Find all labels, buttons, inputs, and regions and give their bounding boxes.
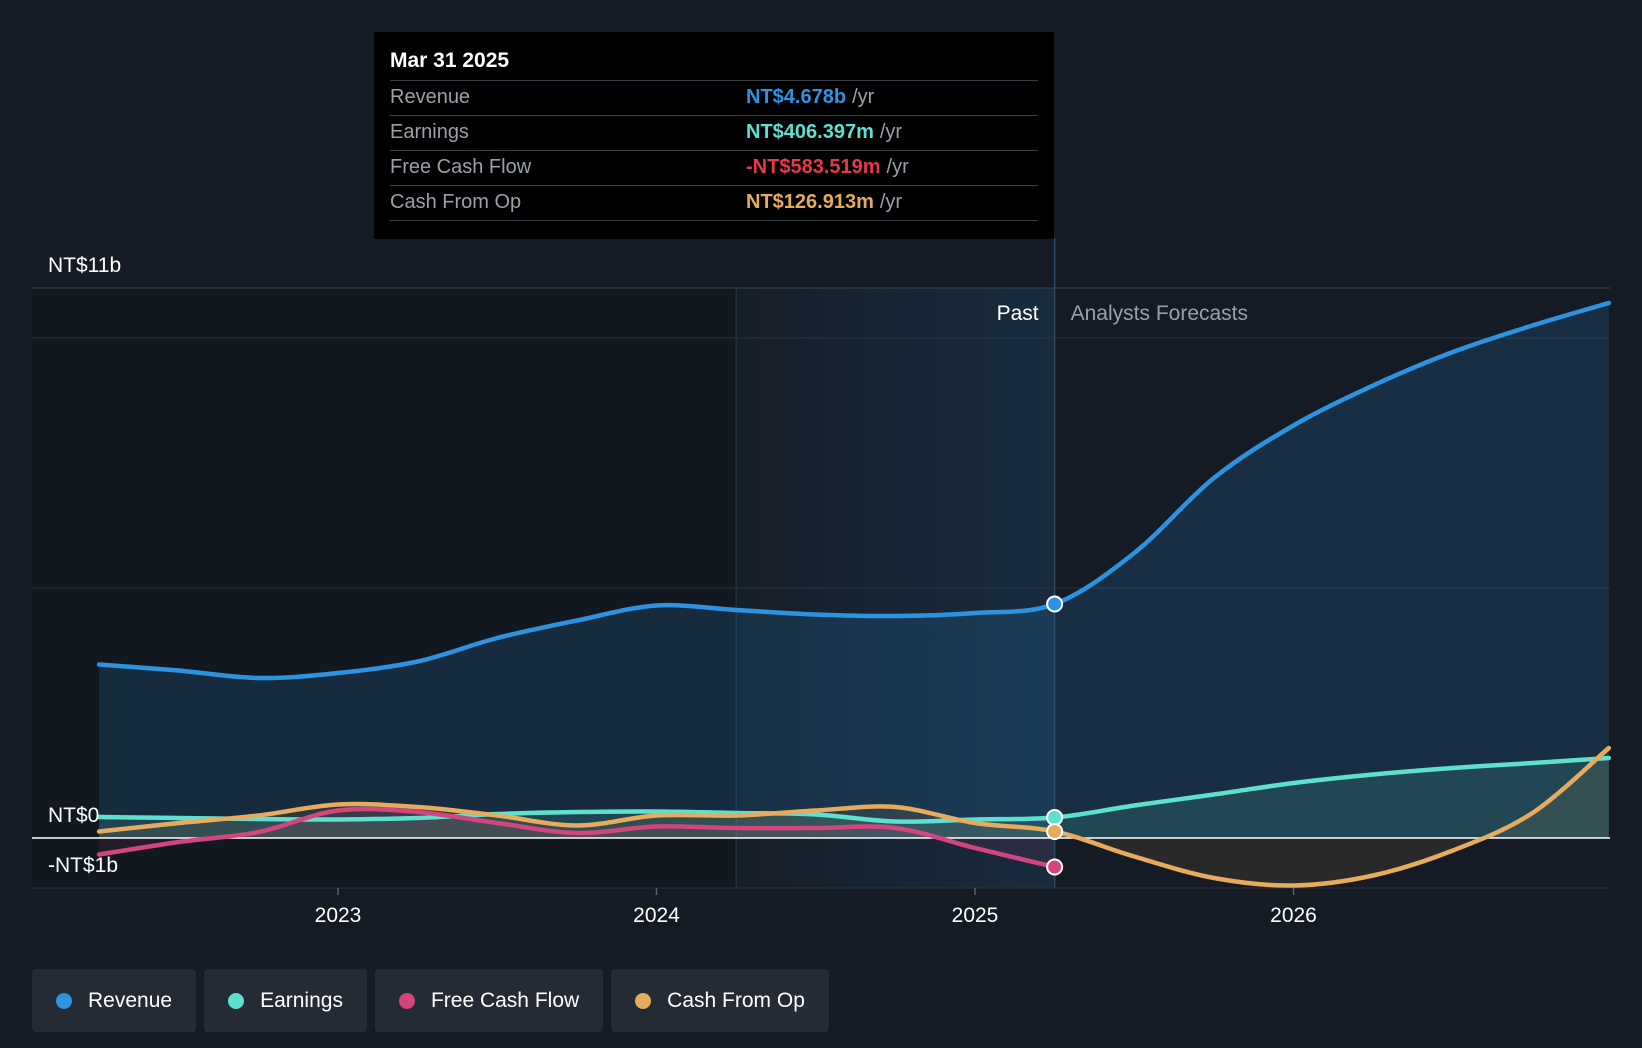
tooltip-row-revenue: Revenue NT$4.678b /yr [390, 80, 1038, 115]
legend-dot-icon [635, 992, 652, 1009]
legend: Revenue Earnings Free Cash Flow Cash Fro… [32, 969, 837, 1032]
marker-revenue [1046, 595, 1064, 613]
x-tick-label: 2026 [1270, 904, 1317, 927]
marker-earnings [1046, 809, 1064, 826]
tooltip-label: Free Cash Flow [390, 156, 532, 178]
forecast-label: Analysts Forecasts [1071, 302, 1248, 325]
series-line-free-cash-flow [96, 806, 1057, 870]
tooltip-row-cash-from-op: Cash From Op NT$126.913m /yr [390, 185, 1038, 221]
tooltip-unit: /yr [886, 156, 909, 178]
legend-label: Free Cash Flow [430, 988, 580, 1012]
series-line-earnings [96, 755, 1612, 824]
legend-item-earnings[interactable]: Earnings [204, 969, 367, 1032]
legend-label: Revenue [88, 988, 173, 1012]
x-tick-label: 2024 [633, 904, 680, 927]
legend-item-cash-from-op[interactable]: Cash From Op [611, 969, 829, 1032]
legend-dot-icon [228, 992, 245, 1009]
tooltip-date: Mar 31 2025 [390, 49, 510, 72]
series-line-revenue [96, 300, 1612, 681]
legend-item-free-cash-flow[interactable]: Free Cash Flow [374, 969, 604, 1032]
tooltip-label: Cash From Op [390, 191, 522, 213]
tooltip: Mar 31 2025 Revenue NT$4.678b /yr Earnin… [374, 32, 1054, 239]
tooltip-value: NT$406.397m [746, 121, 874, 143]
tooltip-unit: /yr [879, 191, 903, 213]
x-tick-label: 2023 [315, 904, 362, 927]
legend-label: Cash From Op [667, 988, 805, 1012]
tooltip-value: NT$126.913m [746, 191, 874, 213]
tooltip-row-earnings: Earnings NT$406.397m /yr [390, 115, 1038, 150]
tooltip-row-free-cash-flow: Free Cash Flow -NT$583.519m /yr [390, 150, 1038, 185]
legend-dot-icon [56, 992, 72, 1009]
tooltip-unit: /yr [879, 121, 903, 143]
x-tick-label: 2025 [952, 904, 999, 927]
y-tick-label: -NT$1b [48, 854, 118, 877]
past-label: Past [997, 302, 1039, 325]
tooltip-label: Revenue [390, 86, 471, 108]
marker-cash-from-op [1046, 823, 1064, 840]
y-tick-label: NT$0 [48, 804, 99, 827]
tooltip-label: Earnings [390, 121, 469, 143]
series-line-cash-from-op [96, 745, 1612, 888]
tooltip-value: -NT$583.519m [746, 156, 881, 178]
area-revenue [99, 303, 1609, 838]
tooltip-value: NT$4.678b [746, 86, 847, 108]
legend-label: Earnings [260, 988, 343, 1012]
tooltip-unit: /yr [852, 86, 875, 108]
legend-item-revenue[interactable]: Revenue [32, 969, 197, 1032]
marker-free-cash-flow [1046, 858, 1064, 876]
legend-dot-icon [398, 992, 415, 1009]
y-tick-label: NT$11b [48, 254, 121, 277]
